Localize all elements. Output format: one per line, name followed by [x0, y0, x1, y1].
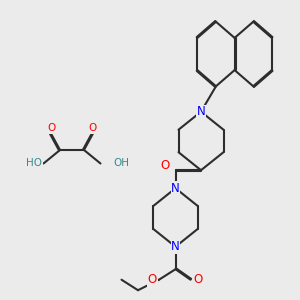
Text: N: N	[171, 182, 180, 195]
Text: N: N	[196, 105, 206, 118]
Text: O: O	[47, 123, 55, 134]
Text: O: O	[148, 273, 157, 286]
Text: OH: OH	[113, 158, 129, 169]
Text: N: N	[171, 240, 180, 253]
Text: O: O	[89, 123, 97, 134]
Text: O: O	[160, 159, 169, 172]
Text: HO: HO	[26, 158, 42, 169]
Text: O: O	[194, 273, 202, 286]
